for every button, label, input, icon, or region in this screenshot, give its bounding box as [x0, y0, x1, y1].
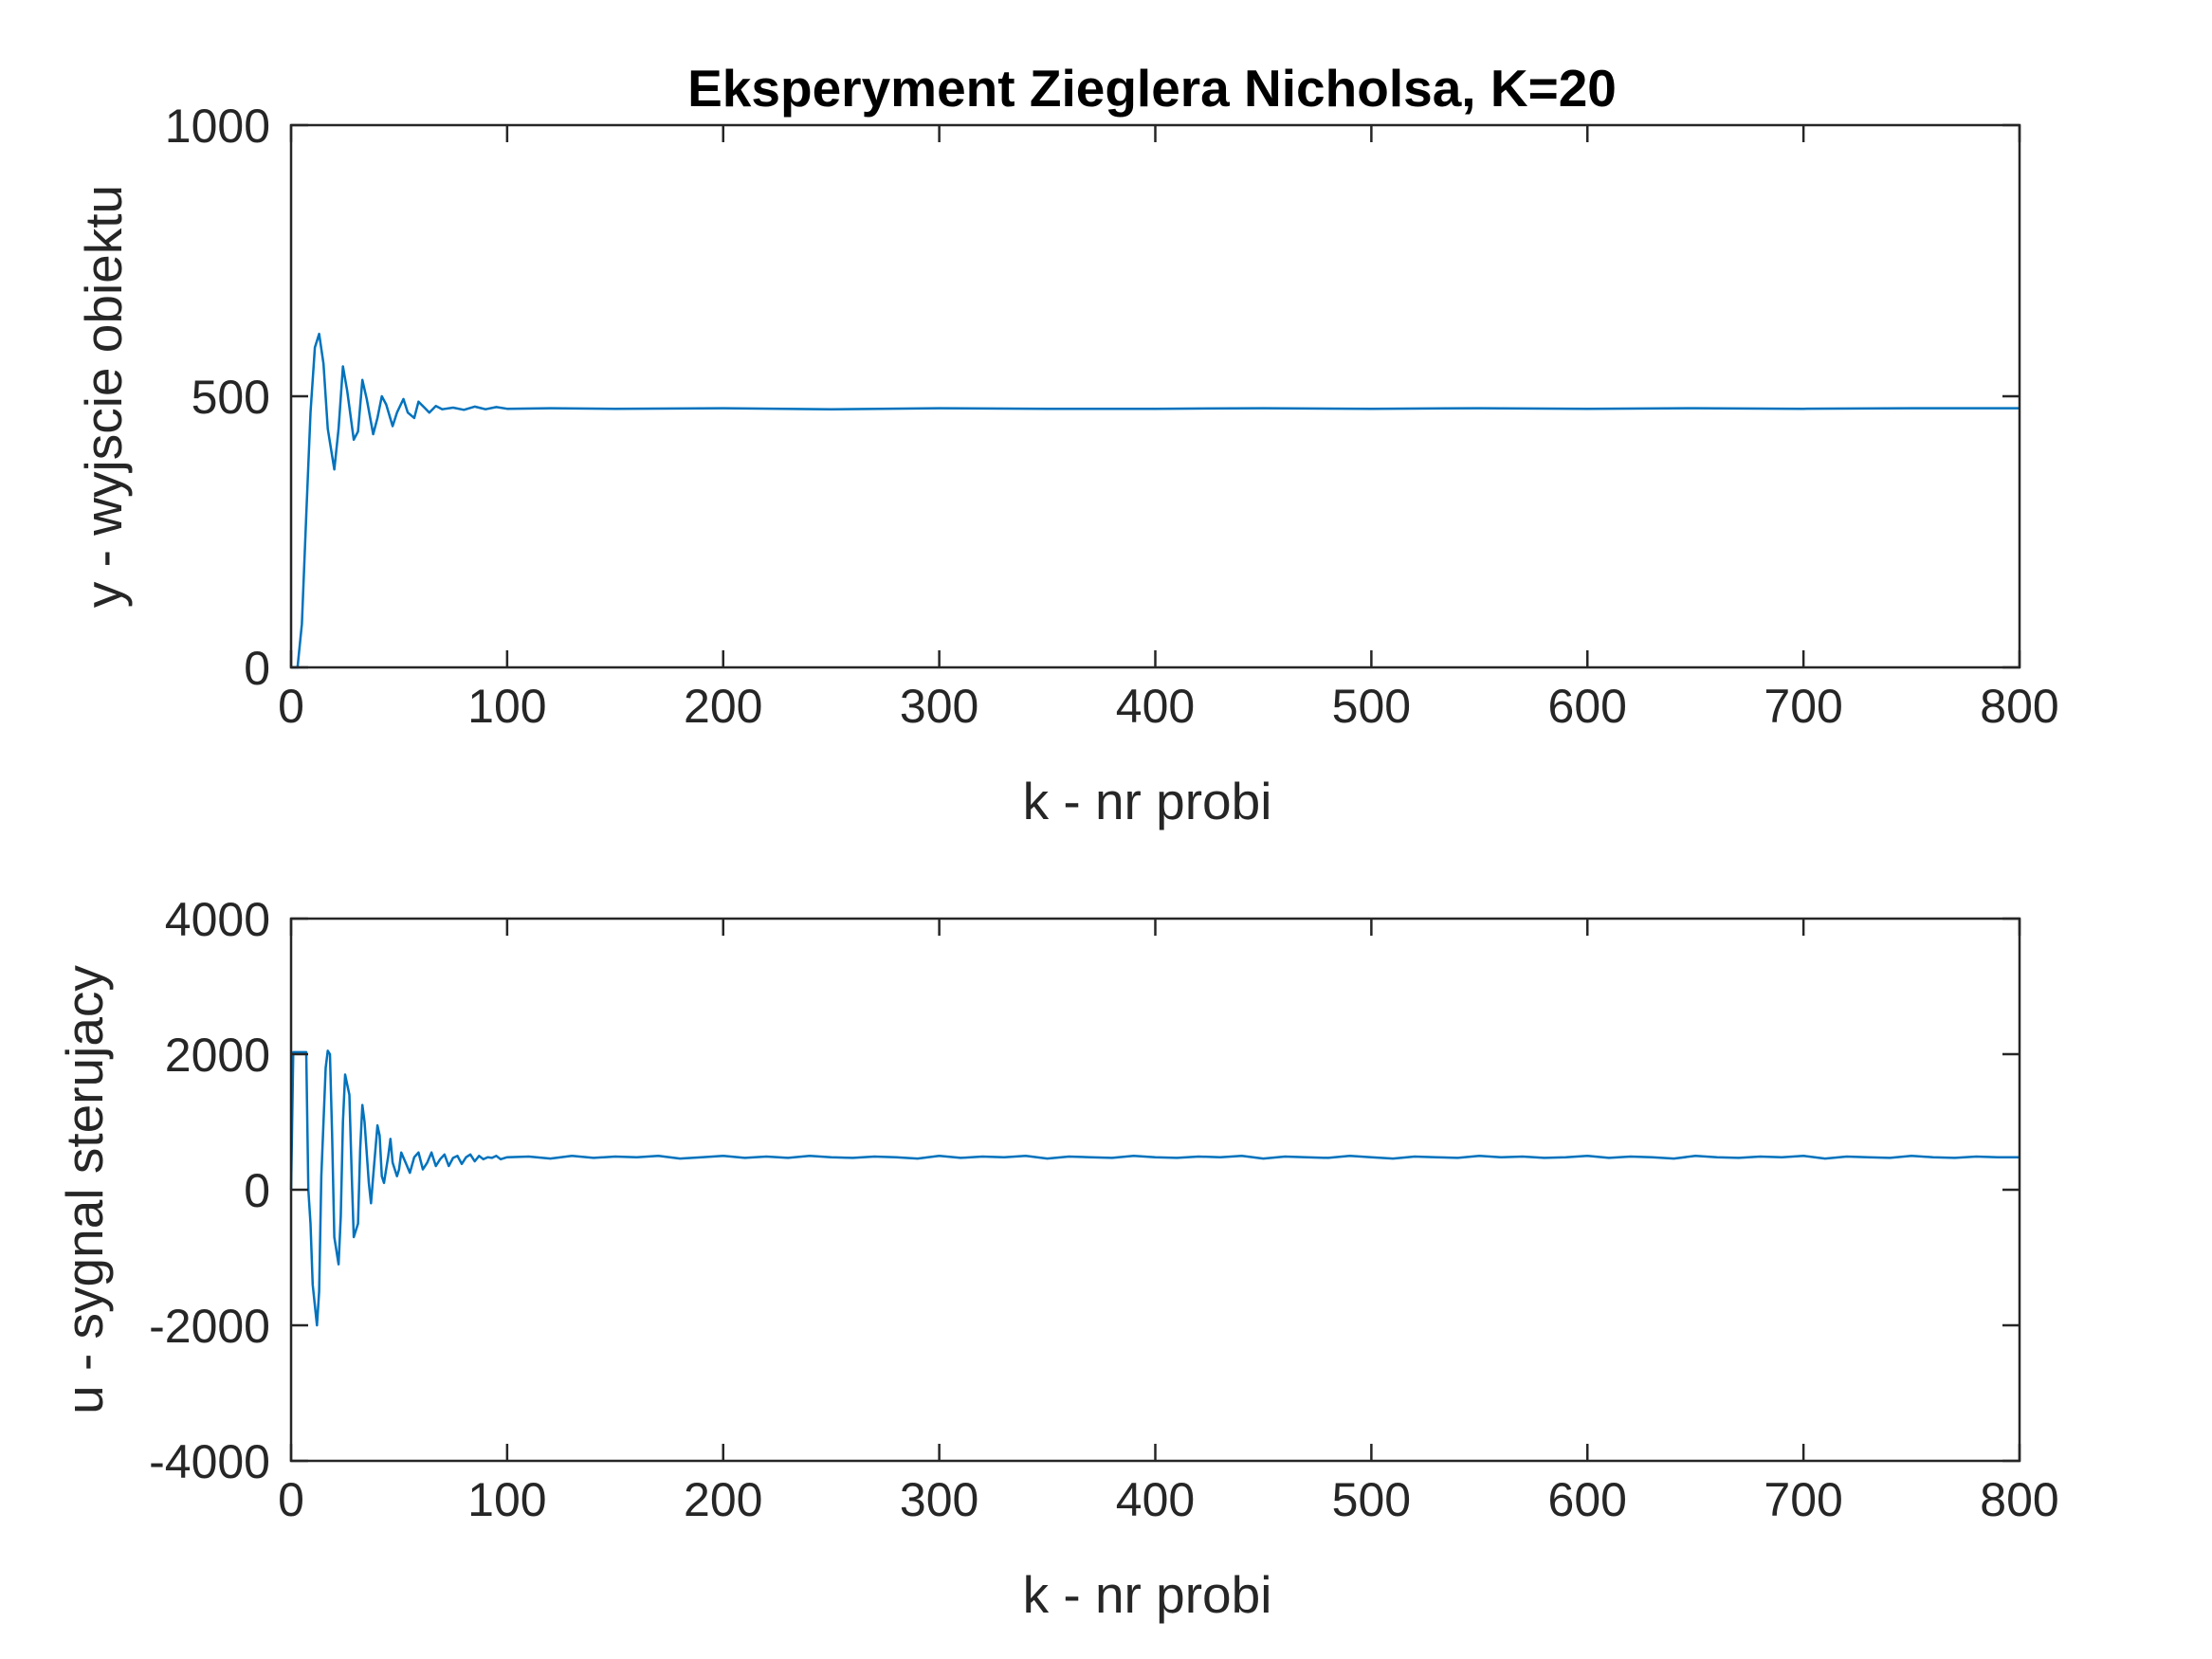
top-x-tick-label: 200 — [684, 680, 762, 733]
top-x-tick-labels: 0 100 200 300 400 500 600 700 800 — [278, 680, 2059, 733]
bottom-y-tick-label: 2000 — [165, 1029, 270, 1082]
bottom-x-tick-label: 400 — [1116, 1473, 1195, 1526]
top-ticks — [289, 123, 2021, 669]
top-x-tick-label: 600 — [1548, 680, 1627, 733]
bottom-y-tick-label: -2000 — [149, 1300, 270, 1353]
bottom-x-tick-label: 300 — [900, 1473, 978, 1526]
bottom-x-tick-label: 600 — [1548, 1473, 1627, 1526]
top-x-tick-label: 500 — [1332, 680, 1411, 733]
top-series-layer — [291, 332, 2020, 669]
top-x-tick-label: 300 — [900, 680, 978, 733]
top-y-tick-labels: 0 500 1000 — [165, 100, 270, 695]
top-y-tick-label: 0 — [244, 642, 270, 695]
bottom-x-tick-label: 500 — [1332, 1473, 1411, 1526]
top-y-axis-label: y - wyjscie obiektu — [74, 185, 133, 608]
top-x-tick-label: 100 — [467, 680, 546, 733]
top-series-line — [291, 332, 2020, 669]
bottom-y-tick-label: 4000 — [165, 893, 270, 946]
top-x-tick-label: 0 — [278, 680, 304, 733]
bottom-y-axis-label: u - sygnal sterujacy — [55, 965, 114, 1414]
top-x-tick-label: 700 — [1764, 680, 1842, 733]
bottom-x-tick-label: 800 — [1980, 1473, 2058, 1526]
chart-title: Eksperyment Zieglera Nicholsa, K=20 — [687, 59, 1617, 118]
top-x-tick-label: 800 — [1980, 680, 2058, 733]
bottom-x-tick-label: 700 — [1764, 1473, 1842, 1526]
bottom-x-tick-label: 100 — [467, 1473, 546, 1526]
top-y-tick-label: 500 — [192, 371, 270, 424]
bottom-series-layer — [289, 1049, 2020, 1327]
chart-top: Eksperyment Zieglera Nicholsa, K=20 0 100… — [74, 59, 2059, 830]
bottom-series-line — [289, 1049, 2020, 1327]
bottom-y-tick-label: -4000 — [149, 1435, 270, 1488]
top-x-tick-label: 400 — [1116, 680, 1195, 733]
bottom-x-axis-label: k - nr probi — [1023, 1565, 1272, 1624]
bottom-x-tick-label: 0 — [278, 1473, 304, 1526]
bottom-x-tick-label: 200 — [684, 1473, 762, 1526]
bottom-y-tick-label: 0 — [244, 1164, 270, 1217]
bottom-y-tick-labels: -4000 -2000 0 2000 4000 — [149, 893, 270, 1488]
bottom-ticks — [289, 917, 2021, 1463]
bottom-x-tick-labels: 0 100 200 300 400 500 600 700 800 — [278, 1473, 2059, 1526]
top-y-tick-label: 1000 — [165, 100, 270, 153]
chart-bottom: 0 100 200 300 400 500 600 700 800 -4000 -2000 0 200… — [55, 893, 2059, 1624]
top-x-axis-label: k - nr probi — [1023, 772, 1272, 830]
